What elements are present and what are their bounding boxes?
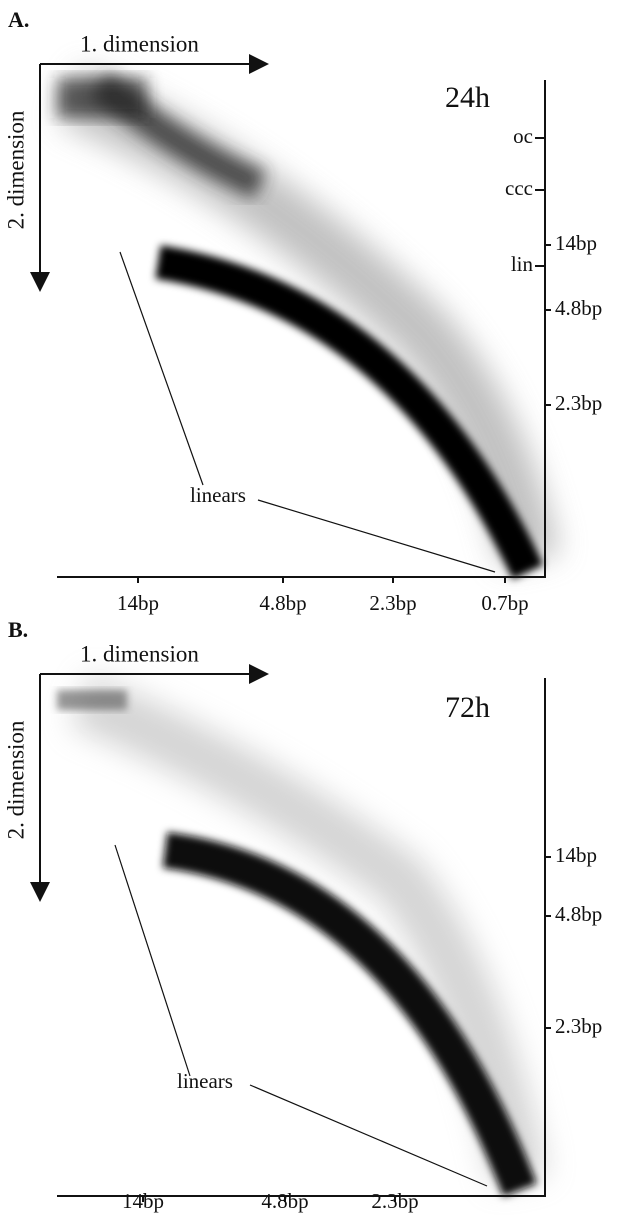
panel-label: A. [8,7,29,32]
annotation: linears [177,1069,233,1093]
y-axis-title: 2. dimension [3,720,28,839]
y-tick-label: 14bp [555,231,597,255]
y-tick-label: 14bp [555,843,597,867]
x-tick-label: 14bp [117,591,159,615]
annotation-line [119,251,204,486]
x-axis-title: 1. dimension [80,641,199,666]
y-tick-label: 4.8bp [555,902,602,926]
axis [57,678,546,1197]
time-label: 72h [445,691,490,724]
annotation-line [114,844,191,1077]
x-tick-label: 4.8bp [261,1189,308,1213]
y-tick-label: oc [513,124,533,148]
y-tick-label: 2.3bp [555,1014,602,1038]
x-tick-label: 2.3bp [371,1189,418,1213]
gel-image-a [57,67,560,580]
annotation: linears [190,483,246,507]
x-tick-label: 14bp [122,1189,164,1213]
panel-label: B. [8,617,28,642]
x-axis-title: 1. dimension [80,31,199,56]
time-label: 24h [445,81,490,114]
y-axis-title: 2. dimension [3,110,28,229]
x-tick-label: 2.3bp [369,591,416,615]
y-tick-label: lin [511,252,534,276]
gel-image-b [57,674,547,1197]
x-tick-label: 4.8bp [259,591,306,615]
y-tick-label: ccc [505,176,533,200]
annotation-line [249,1084,488,1187]
y-tick-label: 4.8bp [555,296,602,320]
annotation-line [257,499,496,573]
y-tick-label: 2.3bp [555,391,602,415]
x-tick-label: 0.7bp [481,591,528,615]
